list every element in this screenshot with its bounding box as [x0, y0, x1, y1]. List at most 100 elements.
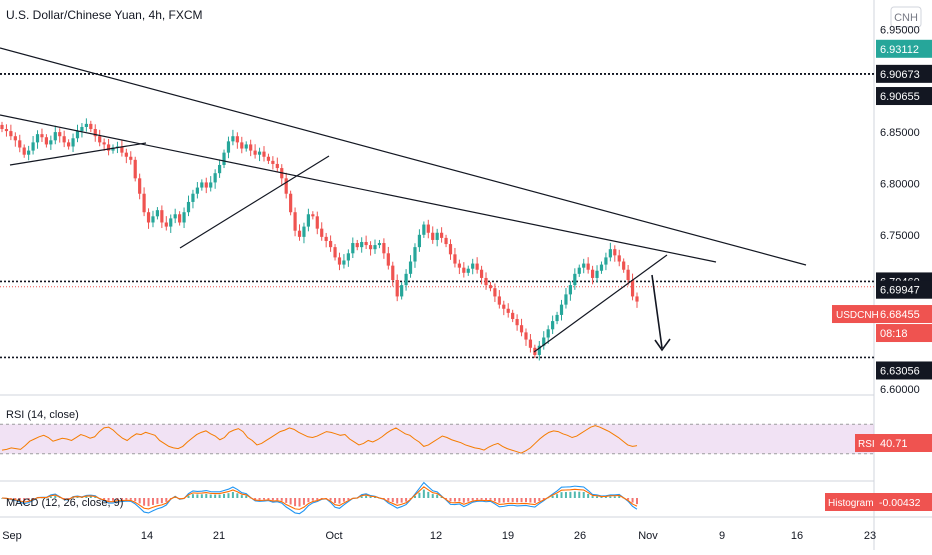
candle-body: [182, 212, 186, 223]
candle-body: [129, 156, 133, 160]
candle-body: [555, 314, 559, 322]
macd-histogram-bar: [445, 498, 448, 500]
candle-body: [195, 187, 199, 194]
macd-histogram-bar: [409, 498, 412, 499]
candle-body: [519, 325, 524, 333]
price-label-level-1: 6.90673: [880, 69, 920, 81]
currency-box: [890, 6, 922, 28]
macd-histogram-bar: [382, 498, 385, 499]
candle-body: [546, 329, 550, 338]
macd-histogram-bar: [63, 498, 66, 499]
time-tick: Oct: [325, 530, 342, 542]
candle-body: [115, 146, 120, 148]
price-label-level-5: 6.63056: [880, 365, 920, 377]
macd-histogram-bar: [218, 494, 221, 498]
macd-histogram-bar: [569, 491, 572, 498]
macd-histogram-bar: [200, 494, 203, 498]
candle-body: [471, 263, 475, 269]
candle-body: [226, 141, 231, 153]
macd-histogram-bar: [134, 498, 137, 502]
macd-histogram-bar: [156, 498, 159, 504]
candle-body: [93, 129, 97, 137]
macd-histogram-bar: [27, 498, 30, 501]
candle-body: [404, 273, 408, 286]
candle-body: [89, 123, 93, 130]
candle-body: [395, 280, 399, 297]
rsi-panel: [0, 423, 874, 455]
time-tick: 19: [502, 530, 514, 542]
macd-histogram-bar: [294, 498, 297, 507]
candle-body: [217, 164, 222, 174]
macd-histogram-bar: [262, 498, 265, 500]
candle-body: [106, 144, 111, 151]
macd-histogram-bar: [67, 498, 70, 500]
candle-body: [426, 224, 430, 233]
candle-body: [49, 140, 53, 145]
candle-body: [275, 163, 279, 169]
macd-histogram-bar: [520, 498, 523, 503]
time-tick: 14: [141, 530, 153, 542]
macd-histogram-bar: [267, 498, 270, 500]
macd-histogram-bar: [489, 498, 492, 500]
candle-body: [235, 136, 239, 143]
candle-body: [515, 319, 519, 326]
macd-histogram-bar: [480, 498, 483, 500]
macd-histogram-bar: [329, 498, 332, 501]
candle-body: [155, 210, 160, 217]
macd-histogram-bar: [342, 498, 345, 502]
macd-histogram-bar: [422, 489, 425, 498]
macd-histogram-bar: [360, 496, 363, 498]
time-tick: 16: [791, 530, 803, 542]
rsi-label: RSI (14, close): [6, 409, 79, 421]
macd-value-bg: [876, 493, 932, 511]
macd-histogram-bar: [227, 493, 230, 498]
macd-histogram-bar: [524, 498, 527, 503]
candle-body: [98, 136, 102, 143]
candle-body: [231, 136, 235, 142]
macd-histogram-bar: [556, 494, 559, 498]
macd-histogram-bar: [387, 498, 390, 501]
candle-body: [488, 285, 493, 289]
candle-body: [22, 147, 26, 155]
currency-label: CNH: [894, 12, 918, 24]
rsi-tag-bg: [855, 434, 877, 452]
candle-body: [564, 294, 568, 305]
candle-body: [355, 243, 359, 248]
macd-histogram-bar: [14, 498, 17, 500]
candle-body: [293, 212, 297, 231]
candle-body: [626, 269, 630, 280]
candle-body: [271, 160, 275, 164]
candle-body: [31, 142, 35, 151]
candle-body: [80, 126, 84, 132]
candle-body: [586, 263, 590, 270]
macd-histogram-bar: [400, 498, 403, 503]
macd-histogram-bar: [604, 496, 607, 498]
macd-histogram-bar: [151, 498, 154, 505]
macd-histogram-bar: [591, 496, 594, 498]
macd-histogram-bar: [369, 496, 372, 498]
macd-histogram-bar: [258, 498, 261, 500]
candle-body: [462, 267, 466, 273]
candle-body: [315, 216, 319, 229]
candle-body: [617, 255, 621, 262]
candle-body: [209, 182, 213, 188]
candle-body: [297, 230, 302, 237]
price-label-level-4-bg: [876, 280, 932, 299]
candle-body: [9, 131, 13, 137]
macd-tag-bg: [825, 493, 877, 511]
macd-histogram-bar: [538, 498, 541, 502]
candle-body: [186, 201, 191, 213]
macd-histogram-bar: [23, 498, 26, 501]
macd-histogram-bar: [245, 495, 248, 498]
candle-body: [435, 232, 439, 240]
macd-histogram-bar: [311, 498, 314, 501]
candle-body: [333, 247, 337, 258]
macd-line: [1, 481, 638, 515]
macd-histogram-bar: [542, 498, 545, 500]
macd-histogram-bar: [231, 492, 234, 498]
candle-body: [151, 216, 155, 223]
time-tick: 26: [574, 530, 586, 542]
